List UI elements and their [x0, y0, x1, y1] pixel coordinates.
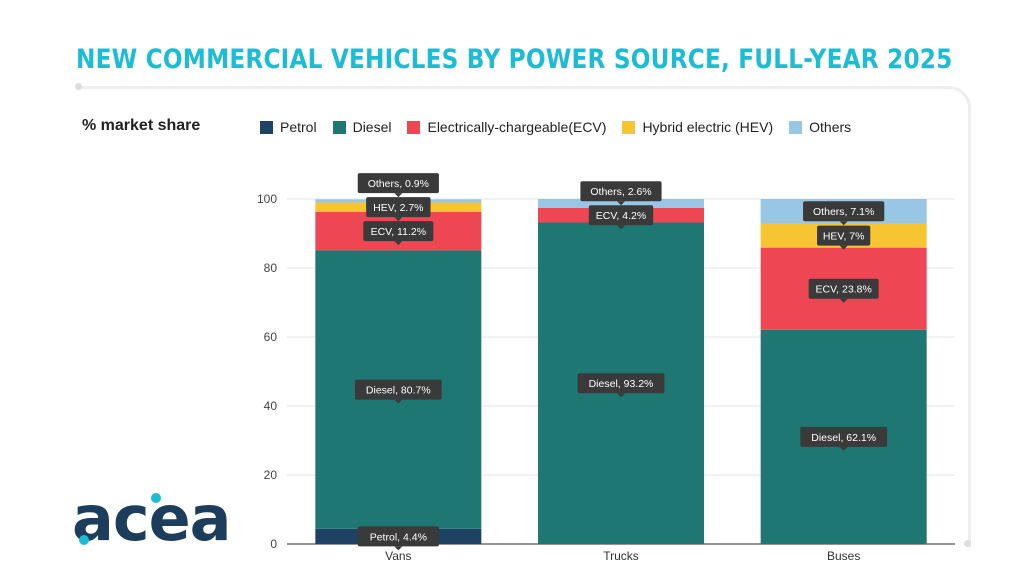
- legend-item-others[interactable]: Others: [789, 119, 851, 135]
- data-label-pointer: [839, 221, 848, 226]
- legend-label-hev: Hybrid electric (HEV): [642, 119, 774, 135]
- data-label-pointer: [617, 225, 625, 230]
- frame-dot-left: [75, 83, 82, 90]
- data-label: HEV, 7%: [823, 231, 865, 243]
- data-label: Diesel, 80.7%: [366, 385, 431, 397]
- legend-item-petrol[interactable]: Petrol: [260, 119, 317, 135]
- data-label: ECV, 4.2%: [596, 210, 646, 222]
- legend-swatch-hev: [622, 120, 636, 134]
- data-label: ECV, 23.8%: [816, 284, 872, 296]
- legend: Petrol Diesel Electrically-chargeable(EC…: [260, 119, 867, 135]
- y-axis-label: % market share: [82, 117, 201, 134]
- data-label-pointer: [839, 245, 848, 250]
- y-tick-label: 100: [257, 192, 277, 206]
- data-label-pointer: [839, 446, 848, 451]
- data-label-box: [817, 225, 871, 246]
- data-label-pointer: [394, 217, 403, 222]
- data-label-box: [357, 526, 439, 547]
- x-tick-label: Trucks: [603, 549, 639, 563]
- acea-logo-text: acea: [72, 482, 230, 552]
- data-label: Others, 0.9%: [368, 178, 429, 190]
- legend-item-hev[interactable]: Hybrid electric (HEV): [622, 119, 773, 135]
- data-label-box: [803, 201, 885, 222]
- data-label: Diesel, 93.2%: [589, 378, 654, 390]
- data-label-box: [366, 197, 431, 218]
- data-label-pointer: [617, 201, 625, 206]
- logo-accent-dot: [151, 493, 161, 503]
- data-label: ECV, 11.2%: [371, 226, 426, 238]
- acea-logo: acea: [72, 482, 231, 552]
- data-label-box: [588, 205, 654, 226]
- data-label-pointer: [394, 546, 403, 551]
- data-label-pointer: [839, 298, 848, 303]
- legend-label-others: Others: [809, 119, 852, 135]
- data-label-pointer: [617, 393, 625, 398]
- data-label-box: [354, 379, 442, 400]
- legend-swatch-ecv: [407, 120, 421, 134]
- y-tick-label: 20: [264, 468, 278, 482]
- frame-dot-right: [964, 540, 971, 547]
- chart-title: NEW COMMERCIAL VEHICLES BY POWER SOURCE,…: [76, 44, 953, 75]
- data-label-pointer: [394, 399, 403, 404]
- data-label: Diesel, 62.1%: [811, 432, 876, 444]
- data-label: Petrol, 4.4%: [370, 531, 427, 543]
- y-tick-label: 80: [264, 261, 278, 275]
- x-tick-label: Vans: [385, 549, 411, 563]
- data-label: HEV, 2.7%: [373, 202, 423, 214]
- y-tick-label: 40: [264, 399, 278, 413]
- data-label-box: [800, 426, 888, 447]
- data-label-box: [577, 373, 665, 394]
- data-label-pointer: [394, 241, 403, 246]
- chart-frame: [78, 86, 971, 547]
- legend-label-petrol: Petrol: [280, 119, 317, 135]
- legend-item-diesel[interactable]: Diesel: [332, 119, 392, 135]
- legend-item-ecv[interactable]: Electrically-chargeable(ECV): [407, 119, 606, 135]
- data-label-box: [357, 173, 439, 194]
- data-label: Others, 2.6%: [590, 186, 651, 198]
- legend-swatch-diesel: [332, 120, 346, 134]
- legend-label-ecv: Electrically-chargeable(ECV): [427, 119, 607, 135]
- x-tick-label: Buses: [827, 549, 860, 563]
- data-label-box: [580, 181, 662, 202]
- y-tick-label: 60: [264, 330, 278, 344]
- legend-label-diesel: Diesel: [352, 119, 392, 135]
- y-tick-label: 0: [270, 537, 277, 551]
- data-label: Others, 7.1%: [813, 206, 874, 218]
- data-label-pointer: [394, 193, 403, 198]
- legend-swatch-petrol: [260, 120, 273, 134]
- data-label-box: [808, 278, 879, 299]
- logo-accent-dot: [79, 535, 89, 545]
- data-label-box: [363, 221, 434, 242]
- legend-swatch-others: [789, 120, 803, 134]
